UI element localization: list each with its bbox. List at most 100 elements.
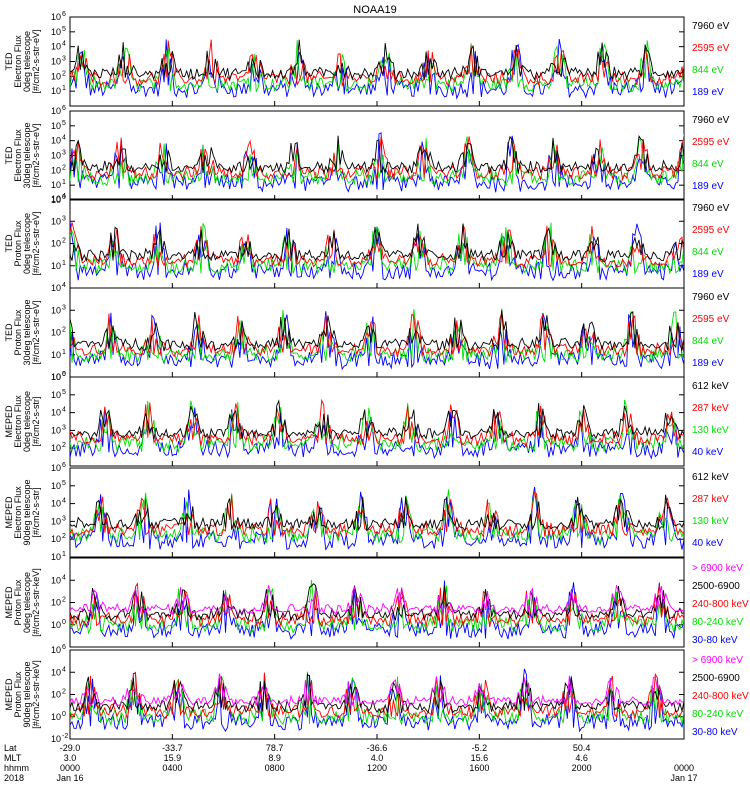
y-tick-label: 10 xyxy=(51,552,61,562)
y-tick-label: 10 xyxy=(51,216,61,226)
y-tick-exponent: 0 xyxy=(62,619,66,626)
legend-entry: 2595 eV xyxy=(692,137,730,148)
legend-entry: 7960 eV xyxy=(692,115,730,126)
y-tick-label: 10 xyxy=(51,443,61,453)
trace-group xyxy=(70,221,684,282)
legend-entry: > 6900 keV xyxy=(692,563,743,574)
y-tick-label: 10 xyxy=(51,328,61,338)
legend-entry: 40 keV xyxy=(692,538,723,549)
legend-entry: 130 keV xyxy=(692,425,729,436)
legend-entry: > 6900 keV xyxy=(692,655,743,666)
y-tick-exponent: 6 xyxy=(62,105,66,112)
y-axis-label: [#/cm2-s-str-eV] xyxy=(31,123,41,187)
y-tick-exponent: 2 xyxy=(62,164,66,171)
y-axis-label: Proton Flux xyxy=(13,220,23,267)
y-tick-exponent: 3 xyxy=(62,515,66,522)
y-axis-label: [#/cm2-s-str] xyxy=(31,487,41,537)
trace-group xyxy=(70,668,684,733)
series-trace xyxy=(70,40,684,94)
y-axis-label: 30deg telescope xyxy=(22,299,32,365)
y-tick-label: 10 xyxy=(51,712,61,722)
y-tick-exponent: 5 xyxy=(62,120,66,127)
y-axis-label: [#/cm2-s-str-eV] xyxy=(31,29,41,93)
y-tick-exponent: 6 xyxy=(62,644,66,651)
y-tick-exponent: 2 xyxy=(62,238,66,245)
y-tick-label: 10 xyxy=(51,690,61,700)
series-trace xyxy=(70,38,684,100)
y-axis-label: 90deg telescope xyxy=(22,661,32,727)
legend-entry: 7960 eV xyxy=(692,203,730,214)
y-tick-exponent: 5 xyxy=(62,480,66,487)
series-trace xyxy=(70,494,684,533)
y-tick-exponent: 1 xyxy=(62,260,66,267)
legend-entry: 80-240 keV xyxy=(692,709,743,720)
y-tick-exponent: 4 xyxy=(62,41,66,48)
legend-entry: 189 eV xyxy=(692,269,724,280)
y-tick-label: 10 xyxy=(51,151,61,161)
x-tick-label: 0800 xyxy=(265,763,285,773)
x-tick-label: 1200 xyxy=(367,763,387,773)
legend-entry: 287 keV xyxy=(692,494,729,505)
y-axis-label: MEPED xyxy=(4,678,14,711)
series-trace xyxy=(70,580,684,640)
y-axis-label: TED xyxy=(4,234,14,253)
x-tick-label: -5.2 xyxy=(472,743,488,753)
x-tick-label: 78.7 xyxy=(266,743,284,753)
y-tick-exponent: 1 xyxy=(62,179,66,186)
legend-entry: 2595 eV xyxy=(692,314,730,325)
y-tick-exponent: 4 xyxy=(62,407,66,414)
y-tick-exponent: 1 xyxy=(62,551,66,558)
trace-group xyxy=(70,308,684,371)
y-axis-label: TED xyxy=(4,146,14,165)
series-trace xyxy=(70,399,684,442)
y-tick-label: 10 xyxy=(51,57,61,67)
y-axis-label: [#/cm2-s-str-eV] xyxy=(31,300,41,364)
y-tick-exponent: 1 xyxy=(62,85,66,92)
y-axis-label: Proton Flux xyxy=(13,579,23,626)
y-axis-label: [#/cm2-s-str-keV] xyxy=(31,660,41,729)
legend-entry: 130 keV xyxy=(692,516,729,527)
y-axis-label: 0deg telescope xyxy=(22,391,32,452)
y-tick-label: 10 xyxy=(51,12,61,22)
x-tick-label: 15.6 xyxy=(471,753,489,763)
y-tick-label: 10 xyxy=(51,136,61,146)
y-tick-exponent: 4 xyxy=(62,574,66,581)
y-tick-label: 10 xyxy=(51,71,61,81)
legend-entry: 844 eV xyxy=(692,159,724,170)
y-tick-label: 10 xyxy=(51,645,61,655)
y-tick-exponent: 0 xyxy=(62,711,66,718)
y-tick-label: 10 xyxy=(51,261,61,271)
x-row-label: hhmm xyxy=(4,763,29,773)
series-trace xyxy=(70,308,684,364)
y-axis-label: 90deg telescope xyxy=(22,479,32,545)
y-axis-label: MEPED xyxy=(4,405,14,438)
y-tick-exponent: -2 xyxy=(62,733,68,740)
y-tick-exponent: 4 xyxy=(62,282,66,289)
y-tick-label: 10 xyxy=(51,734,61,744)
series-trace xyxy=(70,585,684,616)
y-tick-exponent: 4 xyxy=(62,498,66,505)
y-tick-label: 10 xyxy=(51,180,61,190)
legend-entry: 30-80 keV xyxy=(692,635,738,646)
legend-entry: 2500-6900 xyxy=(692,581,740,592)
x-tick-label: -29.0 xyxy=(60,743,81,753)
x-tick-label: 15.9 xyxy=(164,753,182,763)
series-trace xyxy=(70,582,684,628)
y-tick-exponent: 4 xyxy=(62,135,66,142)
y-tick-label: 10 xyxy=(51,463,61,473)
y-tick-exponent: 0 xyxy=(62,194,66,201)
y-tick-label: 10 xyxy=(51,620,61,630)
y-tick-exponent: 4 xyxy=(62,193,66,200)
legend-entry: 844 eV xyxy=(692,336,724,347)
series-trace xyxy=(70,136,684,182)
y-axis-label: 0deg telescope xyxy=(22,31,32,92)
x-tick-label: Jan 16 xyxy=(56,773,83,783)
x-row-label: MLT xyxy=(4,753,22,763)
x-tick-label: 1600 xyxy=(469,763,489,773)
y-axis-label: Electron Flux xyxy=(13,486,23,539)
x-tick-label: 8.9 xyxy=(268,753,281,763)
